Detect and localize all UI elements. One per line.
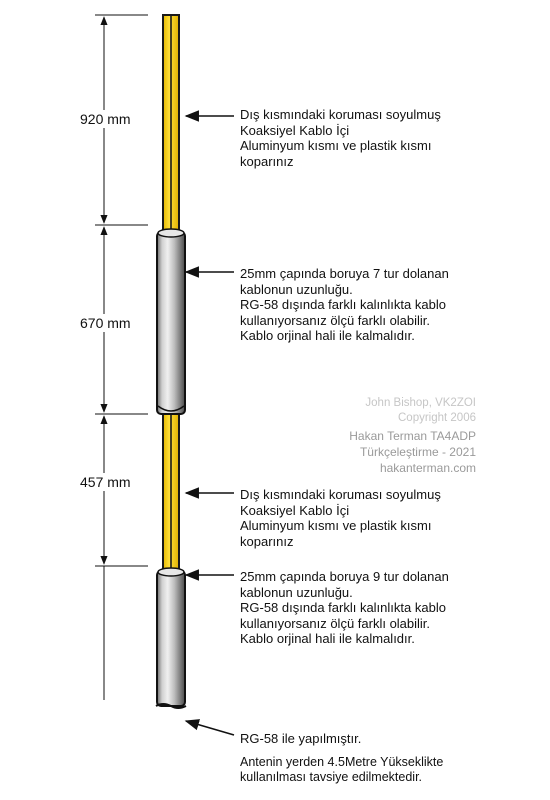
note-line: RG-58 dışında farklı kalınlıkta kablo bbox=[240, 600, 446, 615]
note-line: Kablo orjinal hali ile kalmalıdır. bbox=[240, 328, 415, 343]
note-line: Aluminyum kısmı ve plastik kısmı bbox=[240, 518, 432, 533]
note-line: Dış kısmındaki koruması soyulmuş bbox=[240, 107, 441, 122]
note-line: kullanıyorsanız ölçü farklı olabilir. bbox=[240, 615, 431, 631]
note-stripped-conductor-top: Dış kısmındaki koruması soyulmuş Koaksiy… bbox=[240, 107, 441, 169]
note-line: RG-58 dışında farklı kalınlıkta kablo bbox=[240, 297, 446, 312]
note-cable-type: RG-58 ile yapılmıştır. Antenin yerden 4.… bbox=[240, 731, 443, 786]
credit-website: hakanterman.com bbox=[379, 461, 476, 475]
inner-conductor-middle bbox=[162, 409, 180, 576]
note-line: kablonun uzunluğu. bbox=[240, 281, 353, 297]
note-line: koparınız bbox=[240, 533, 294, 549]
note-line: koparınız bbox=[240, 153, 294, 169]
pointer-arrows bbox=[184, 110, 235, 736]
note-line: Dış kısmındaki koruması soyulmuş bbox=[240, 487, 441, 502]
credit-copyright: Copyright 2006 bbox=[398, 412, 476, 424]
cable-type-title: RG-58 ile yapılmıştır. bbox=[240, 731, 362, 746]
note-line: kullanıyorsanız ölçü farklı olabilir. bbox=[240, 312, 431, 328]
coax-section-lower bbox=[155, 567, 187, 709]
note-line: Koaksiyel Kablo İçi bbox=[240, 122, 350, 138]
coax-section-upper bbox=[156, 228, 186, 415]
dimension-label-920: 920 mm bbox=[80, 110, 131, 128]
dimension-label-457: 457 mm bbox=[80, 473, 131, 491]
note-line: Antenin yerden 4.5Metre Yükseklikte bbox=[240, 754, 444, 769]
note-line: kullanılması tavsiye edilmektedir. bbox=[240, 770, 423, 784]
dimension-label-670: 670 mm bbox=[80, 314, 131, 332]
note-stripped-conductor-middle: Dış kısmındaki koruması soyulmuş Koaksiy… bbox=[240, 487, 441, 549]
arrow-to-cable-end bbox=[184, 719, 235, 736]
note-coil-7-turns: 25mm çapında boruya 7 tur dolanan kablon… bbox=[240, 266, 449, 344]
credit-translation-year: Türkçeleştirme - 2021 bbox=[359, 445, 476, 459]
note-line: Aluminyum kısmı ve plastik kısmı bbox=[240, 138, 432, 153]
note-line: Koaksiyel Kablo İçi bbox=[240, 502, 350, 518]
credit-author: John Bishop, VK2ZOI bbox=[365, 397, 476, 409]
inner-conductor-top bbox=[162, 14, 180, 234]
credit-translator: Hakan Terman TA4ADP bbox=[349, 429, 476, 443]
note-coil-9-turns: 25mm çapında boruya 9 tur dolanan kablon… bbox=[240, 569, 449, 647]
note-line: Kablo orjinal hali ile kalmalıdır. bbox=[240, 631, 415, 646]
note-line: 25mm çapında boruya 7 tur dolanan bbox=[240, 266, 449, 281]
note-line: kablonun uzunluğu. bbox=[240, 584, 353, 600]
note-line: 25mm çapında boruya 9 tur dolanan bbox=[240, 569, 449, 584]
